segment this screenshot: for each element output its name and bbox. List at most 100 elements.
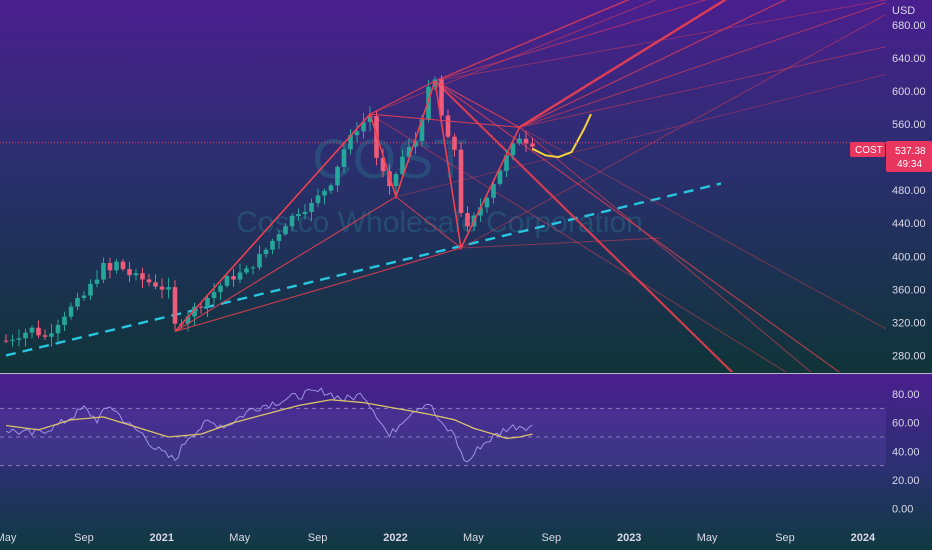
fan-line-1 xyxy=(434,0,707,82)
candle-body xyxy=(458,149,464,214)
candle-body xyxy=(10,339,15,341)
candle-body xyxy=(465,213,470,227)
time-tick-label: Sep xyxy=(775,532,795,544)
time-tick-label: May xyxy=(463,532,484,544)
fan-line-7 xyxy=(369,0,657,115)
pattern-leg xyxy=(434,80,520,128)
fan-line-13 xyxy=(395,73,886,198)
candle-body xyxy=(406,146,412,157)
time-tick-label: Sep xyxy=(308,532,328,544)
fan-line-2 xyxy=(434,0,886,82)
candle-body xyxy=(224,276,230,286)
candle-body xyxy=(198,306,204,308)
rsi-tick-label: 40.00 xyxy=(892,446,920,458)
candle-body xyxy=(289,215,295,227)
candle-body xyxy=(439,79,444,116)
price-tick-label: 640.00 xyxy=(892,53,926,65)
pattern-leg xyxy=(174,247,462,333)
rsi-tick-label: 20.00 xyxy=(892,475,920,487)
time-tick-label: Sep xyxy=(542,532,562,544)
candle-body xyxy=(335,166,340,186)
fan-line-12 xyxy=(519,126,886,330)
time-tick-label: 2023 xyxy=(617,532,641,544)
candle-body xyxy=(81,295,87,298)
candle-body xyxy=(510,143,516,156)
candle-body xyxy=(523,138,529,144)
pattern-layer[interactable] xyxy=(174,80,521,333)
rsi-tick-label: 0.00 xyxy=(892,504,913,516)
rsi-tick-label: 80.00 xyxy=(892,389,920,401)
price-tick-label: 280.00 xyxy=(892,350,926,362)
price-tick-label: 400.00 xyxy=(892,251,926,263)
candle-body xyxy=(315,195,321,204)
candle-body xyxy=(491,183,496,198)
fan-line-6 xyxy=(519,46,886,128)
fan-line-3 xyxy=(518,0,728,129)
currency-label: USD xyxy=(892,5,915,17)
rsi-tick-label: 60.00 xyxy=(892,418,920,430)
candle-body xyxy=(504,155,509,171)
candle-body xyxy=(484,197,490,208)
time-tick-label: 2021 xyxy=(150,532,174,544)
candle-body xyxy=(361,121,366,132)
time-tick-label: 2022 xyxy=(383,532,407,544)
candle-body xyxy=(413,140,418,147)
fan-line-8 xyxy=(434,80,841,372)
candle-body xyxy=(185,316,191,324)
pitchfork-fan-layer[interactable] xyxy=(369,0,900,537)
candle-body xyxy=(140,273,145,280)
candle-body xyxy=(205,298,210,308)
candle-body xyxy=(302,211,308,215)
fan-line-4 xyxy=(519,0,787,128)
watermark-company: Costco Wholesale Corporation xyxy=(236,206,643,239)
time-axis[interactable]: May Sep 2021 May Sep 2022 May Sep 2023 May Sep 2024 xyxy=(0,532,876,544)
projection-curve xyxy=(532,113,592,159)
candle-body xyxy=(530,143,535,147)
candle-body xyxy=(3,340,9,342)
bar-countdown: 49:34 xyxy=(897,159,922,170)
candle-body xyxy=(16,338,22,340)
candle-body xyxy=(211,291,217,299)
support-trendline xyxy=(5,182,722,357)
candle-body xyxy=(49,333,54,337)
candle-body xyxy=(36,327,41,336)
projection-layer[interactable] xyxy=(532,113,592,159)
price-tags: COST 537.38 49:34 xyxy=(850,141,932,172)
candle-body xyxy=(55,324,61,334)
last-price-value: 537.38 xyxy=(895,146,926,157)
candle-body xyxy=(120,261,126,270)
rsi-line xyxy=(5,387,533,463)
candle-body xyxy=(296,214,301,216)
fan-line-14 xyxy=(460,13,886,249)
candle-body xyxy=(127,269,132,276)
candle-body xyxy=(75,297,80,307)
price-tick-label: 560.00 xyxy=(892,119,926,131)
pattern-leg xyxy=(369,113,520,128)
candle-body xyxy=(426,86,431,120)
candle-body xyxy=(244,268,249,273)
candle-body xyxy=(497,170,503,184)
trendline-layer[interactable] xyxy=(5,182,722,357)
candle-body xyxy=(478,207,483,216)
candle-body xyxy=(107,263,113,271)
candle-body xyxy=(354,131,360,136)
pattern-leg xyxy=(395,196,462,249)
time-tick-label: 2024 xyxy=(851,532,876,544)
candle-body xyxy=(166,287,171,290)
candle-body xyxy=(218,285,223,292)
price-tick-label: 320.00 xyxy=(892,317,926,329)
candle-body xyxy=(94,279,100,284)
rsi-axis[interactable]: 80.00 60.00 40.00 20.00 0.00 xyxy=(892,389,920,516)
candle-body xyxy=(367,116,373,122)
candle-body xyxy=(29,327,35,333)
symbol-tag xyxy=(850,142,885,157)
candle-body xyxy=(276,234,282,241)
candle-body xyxy=(146,279,152,283)
candle-body xyxy=(231,276,236,280)
candle-body xyxy=(341,149,347,167)
candle-body xyxy=(172,287,178,324)
harmonic-zigzag xyxy=(174,80,521,333)
candle-body xyxy=(250,267,256,269)
